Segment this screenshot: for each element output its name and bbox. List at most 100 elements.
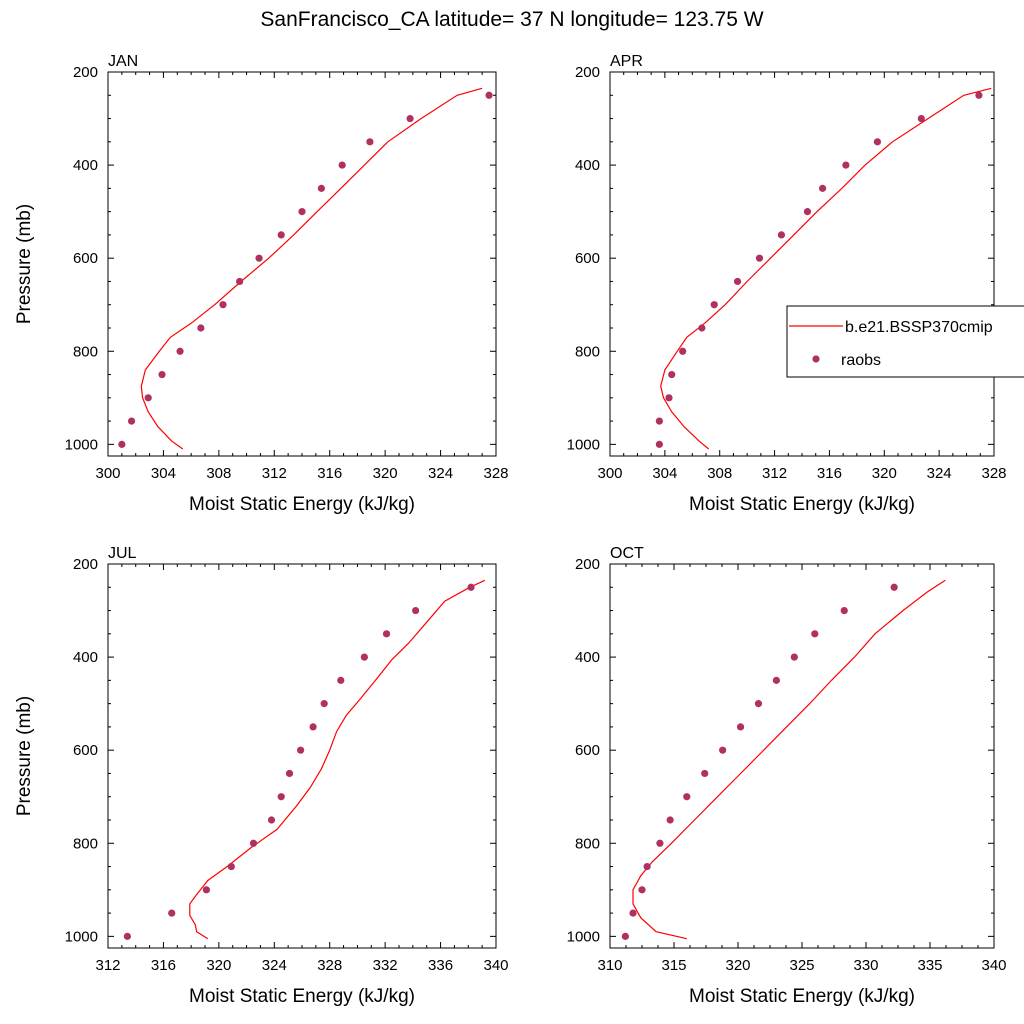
x-axis-label: Moist Static Energy (kJ/kg) <box>689 494 915 515</box>
raobs-point <box>873 138 882 146</box>
y-tick-label: 400 <box>575 649 600 666</box>
x-tick-label: 328 <box>483 465 508 482</box>
y-tick-label: 200 <box>73 556 98 573</box>
raobs-point <box>277 231 285 239</box>
x-tick-label: 335 <box>917 957 942 974</box>
panel-title: JUL <box>108 545 137 562</box>
raobs-point <box>202 886 210 894</box>
raobs-point <box>777 231 786 239</box>
x-tick-label: 308 <box>206 465 231 482</box>
raobs-point <box>701 769 709 778</box>
x-tick-label: 312 <box>95 957 120 974</box>
raobs-point <box>755 254 764 262</box>
raobs-point <box>890 583 898 591</box>
raobs-point <box>621 932 629 940</box>
raobs-point <box>818 184 827 192</box>
x-tick-label: 328 <box>981 465 1006 482</box>
raobs-point <box>360 653 368 661</box>
raobs-point <box>144 394 152 402</box>
raobs-point <box>656 839 664 847</box>
x-axis-label: Moist Static Energy (kJ/kg) <box>189 986 415 1007</box>
x-tick-label: 320 <box>373 465 398 482</box>
raobs-point <box>790 653 798 661</box>
y-tick-label: 600 <box>73 250 98 267</box>
x-tick-label: 340 <box>981 957 1006 974</box>
raobs-point <box>643 862 651 871</box>
x-tick-label: 316 <box>817 465 842 482</box>
raobs-point <box>197 324 205 332</box>
y-tick-label: 200 <box>73 64 98 81</box>
y-tick-label: 400 <box>73 649 98 666</box>
x-tick-label: 328 <box>317 957 342 974</box>
x-tick-label: 320 <box>206 957 231 974</box>
x-tick-label: 336 <box>428 957 453 974</box>
panel-title: OCT <box>610 545 644 562</box>
raobs-point <box>698 324 706 332</box>
raobs-point <box>285 769 294 778</box>
panel-3: OCT 310 315 320 325 330 335 340 200 400 600 800 1000… <box>567 545 1007 1007</box>
panel-2: JUL 312 316 320 324 328 332 336 340 200 400 600 800 1… <box>14 545 509 1007</box>
x-axis-label: Moist Static Energy (kJ/kg) <box>689 986 915 1007</box>
raobs-point <box>754 700 763 708</box>
plot-frame <box>107 563 497 949</box>
x-tick-label: 340 <box>483 957 508 974</box>
y-tick-label: 200 <box>575 556 600 573</box>
x-tick-label: 315 <box>661 957 686 974</box>
raobs-point <box>118 440 126 448</box>
legend-line-label: b.e21.BSSP370cmip <box>845 319 993 336</box>
raobs-point <box>772 676 781 684</box>
raobs-point <box>666 816 674 824</box>
raobs-point <box>842 161 850 169</box>
y-tick-label: 200 <box>575 64 600 81</box>
y-tick-label: 600 <box>575 742 600 759</box>
x-tick-label: 304 <box>151 465 176 482</box>
raobs-point <box>317 184 325 192</box>
raobs-point <box>255 254 263 262</box>
x-tick-label: 310 <box>597 957 622 974</box>
raobs-point <box>733 277 742 286</box>
raobs-point <box>629 909 637 917</box>
figure-title: SanFrancisco_CA latitude= 37 N longitude… <box>260 8 763 31</box>
x-tick-label: 324 <box>927 465 952 482</box>
raobs-point <box>219 301 227 309</box>
x-tick-label: 325 <box>789 957 814 974</box>
raobs-point <box>412 606 420 615</box>
raobs-point <box>665 394 673 402</box>
raobs-point <box>638 886 646 894</box>
y-axis-label: Pressure (mb) <box>14 696 35 816</box>
y-tick-label: 800 <box>575 835 600 852</box>
raobs-point <box>123 932 131 940</box>
raobs-point <box>277 793 285 801</box>
raobs-point <box>337 676 345 684</box>
raobs-point <box>467 583 475 591</box>
raobs-point <box>406 114 414 123</box>
panel-1: APR 300 304 308 312 316 320 324 328 200 400 600 800 1… <box>567 53 1007 515</box>
x-tick-label: 316 <box>317 465 342 482</box>
raobs-point <box>298 208 306 216</box>
raobs-point <box>158 370 166 379</box>
y-tick-label: 1000 <box>567 436 600 453</box>
y-axis-label: Pressure (mb) <box>14 204 35 324</box>
legend-box <box>786 305 1024 378</box>
x-tick-label: 324 <box>262 957 287 974</box>
raobs-point <box>683 793 691 801</box>
y-tick-label: 600 <box>575 250 600 267</box>
panel-0: JAN 300 304 308 312 316 320 324 328 200 400 600 800 1… <box>14 53 509 515</box>
y-tick-label: 800 <box>73 343 98 360</box>
x-tick-label: 308 <box>707 465 732 482</box>
x-tick-label: 300 <box>597 465 622 482</box>
model-profile-line <box>189 579 486 940</box>
x-tick-label: 324 <box>428 465 453 482</box>
raobs-point <box>168 909 176 917</box>
x-tick-label: 320 <box>872 465 897 482</box>
x-tick-label: 330 <box>853 957 878 974</box>
legend-dot-swatch <box>812 355 820 363</box>
legend: b.e21.BSSP370cmip raobs <box>786 305 1024 378</box>
raobs-point <box>679 347 687 355</box>
raobs-point <box>655 440 663 448</box>
raobs-point <box>320 700 328 708</box>
raobs-point <box>736 723 745 731</box>
raobs-point <box>485 91 493 99</box>
y-tick-label: 1000 <box>567 928 600 945</box>
